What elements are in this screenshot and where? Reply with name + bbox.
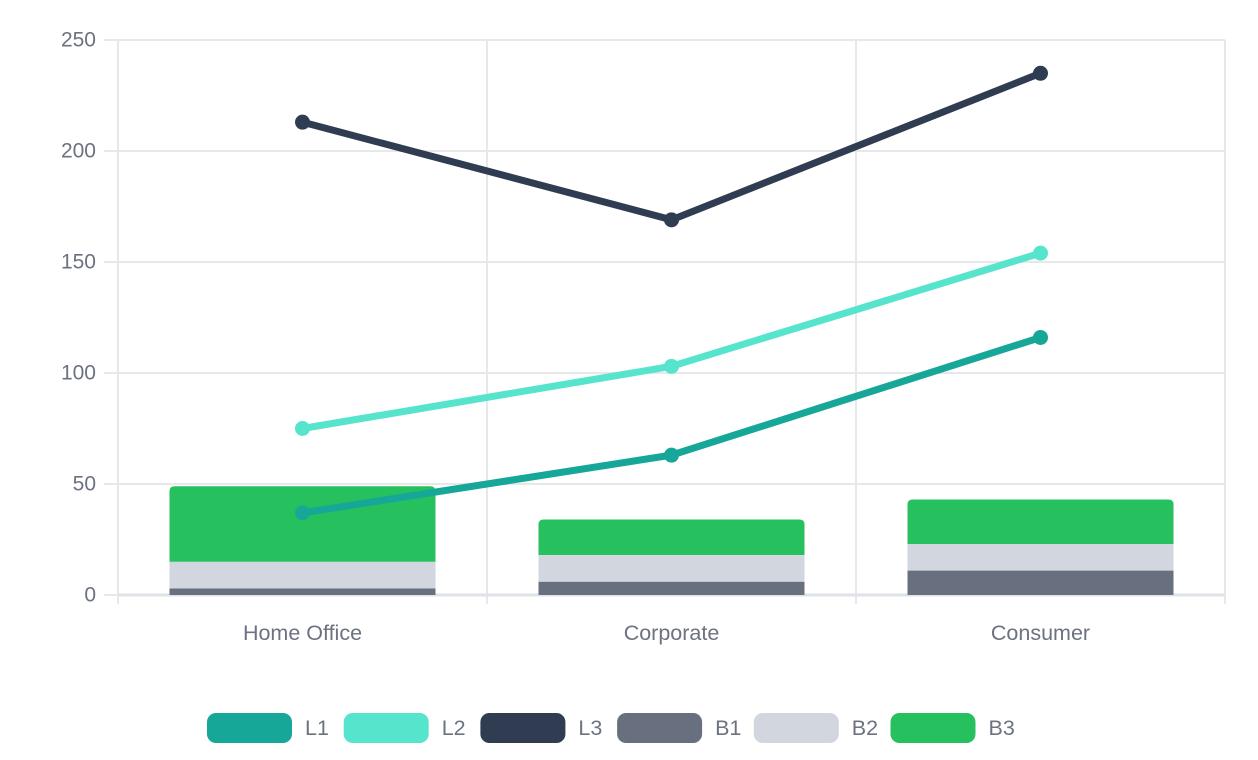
legend-item-b3[interactable]: B3 [890,713,1015,743]
point-l2-consumer[interactable] [1033,245,1048,261]
y-axis-label-150: 150 [61,251,96,274]
legend-swatch-l3 [480,713,566,743]
point-l1-consumer[interactable] [1033,329,1048,345]
bar-segment-b1-consumer[interactable] [907,570,1174,595]
legend-swatch-l1 [207,713,292,743]
legend-item-b1[interactable]: B1 [617,713,741,743]
x-axis-label-corporate: Corporate [624,621,720,645]
point-l2-corporate[interactable] [664,358,679,374]
line-l2[interactable] [299,249,1044,432]
bar-segment-b3-consumer[interactable] [907,499,1174,544]
legend-label-l2: L2 [442,716,466,740]
legend-item-l1[interactable]: L1 [207,713,329,743]
line-l3[interactable] [299,69,1044,224]
point-l2-home-office[interactable] [295,421,310,436]
legend-label-b1: B1 [715,716,741,740]
legend-item-l3[interactable]: L3 [480,713,602,743]
legend-label-b3: B3 [989,716,1015,740]
legend-swatch-b2 [753,713,839,743]
bar-segment-b2-home-office[interactable] [169,561,436,589]
legend-label-b2: B2 [852,716,878,740]
bar-segment-b2-consumer[interactable] [907,543,1174,571]
legend-label-l3: L3 [578,716,602,740]
bar-segment-b1-corporate[interactable] [538,581,805,595]
y-axis-label-50: 50 [73,473,96,496]
point-l3-home-office[interactable] [295,114,310,130]
legend-label-l1: L1 [305,716,329,740]
y-axis-label-100: 100 [61,362,96,385]
bar-segment-b1-home-office[interactable] [169,588,436,595]
point-l3-corporate[interactable] [664,212,679,228]
bar-segment-b2-corporate[interactable] [538,555,805,582]
legend-swatch-b3 [890,713,976,743]
bar-segment-b3-corporate[interactable] [538,519,805,556]
y-axis-label-200: 200 [61,140,96,163]
point-l1-corporate[interactable] [664,447,679,463]
legend-item-b2[interactable]: B2 [753,713,878,743]
legend-item-l2[interactable]: L2 [343,713,466,743]
point-l1-home-office[interactable] [295,505,310,521]
legend-swatch-l2 [343,713,429,743]
x-axis-label-home-office: Home Office [243,621,362,645]
legend-swatch-b1 [617,713,703,743]
point-l3-consumer[interactable] [1033,65,1048,81]
x-axis-label-consumer: Consumer [991,621,1090,645]
y-axis-label-0: 0 [84,584,96,607]
y-axis-label-250: 250 [61,29,96,52]
